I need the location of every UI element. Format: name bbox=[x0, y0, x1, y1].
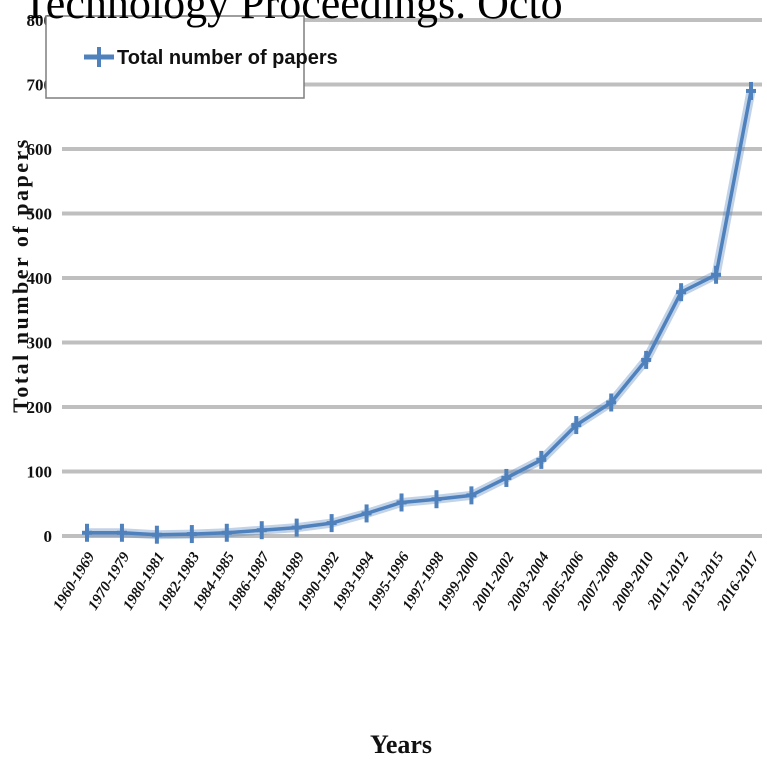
y-tick-label: 0 bbox=[44, 527, 53, 546]
data-point bbox=[501, 468, 512, 487]
y-tick-label: 300 bbox=[27, 334, 53, 353]
series-line bbox=[87, 90, 753, 537]
data-point bbox=[116, 523, 127, 542]
data-point bbox=[291, 518, 302, 537]
data-point bbox=[82, 523, 92, 542]
data-point bbox=[536, 450, 547, 469]
legend: Total number of papers bbox=[45, 15, 338, 99]
data-point bbox=[431, 490, 442, 509]
y-tick-label: 200 bbox=[27, 398, 53, 417]
data-point bbox=[361, 504, 372, 523]
data-point bbox=[746, 81, 756, 100]
x-axis-title: Years bbox=[370, 730, 432, 759]
banner-text: Technology Proceedings. Octo bbox=[22, 0, 563, 28]
data-point bbox=[711, 265, 722, 284]
data-point bbox=[606, 393, 617, 412]
data-point bbox=[186, 525, 197, 544]
data-point bbox=[396, 493, 407, 512]
data-point bbox=[571, 416, 582, 435]
series-layer bbox=[82, 81, 756, 544]
data-point bbox=[466, 486, 477, 505]
y-tick-label: 600 bbox=[27, 140, 53, 159]
data-point bbox=[326, 514, 337, 533]
x-tick-labels: 1960-19691970-19791980-19811982-19831984… bbox=[50, 549, 762, 614]
y-tick-label: 500 bbox=[27, 205, 53, 224]
data-point bbox=[151, 525, 162, 544]
y-tick-label: 100 bbox=[27, 463, 53, 482]
gridlines bbox=[62, 18, 762, 538]
data-point bbox=[676, 283, 687, 302]
series-line-shadow bbox=[87, 90, 756, 540]
y-tick-label: 400 bbox=[27, 269, 53, 288]
data-point bbox=[221, 523, 232, 542]
data-point bbox=[256, 521, 267, 540]
legend-label: Total number of papers bbox=[117, 47, 338, 69]
y-axis-title: Total number of papers bbox=[8, 137, 33, 413]
data-point bbox=[641, 350, 652, 369]
